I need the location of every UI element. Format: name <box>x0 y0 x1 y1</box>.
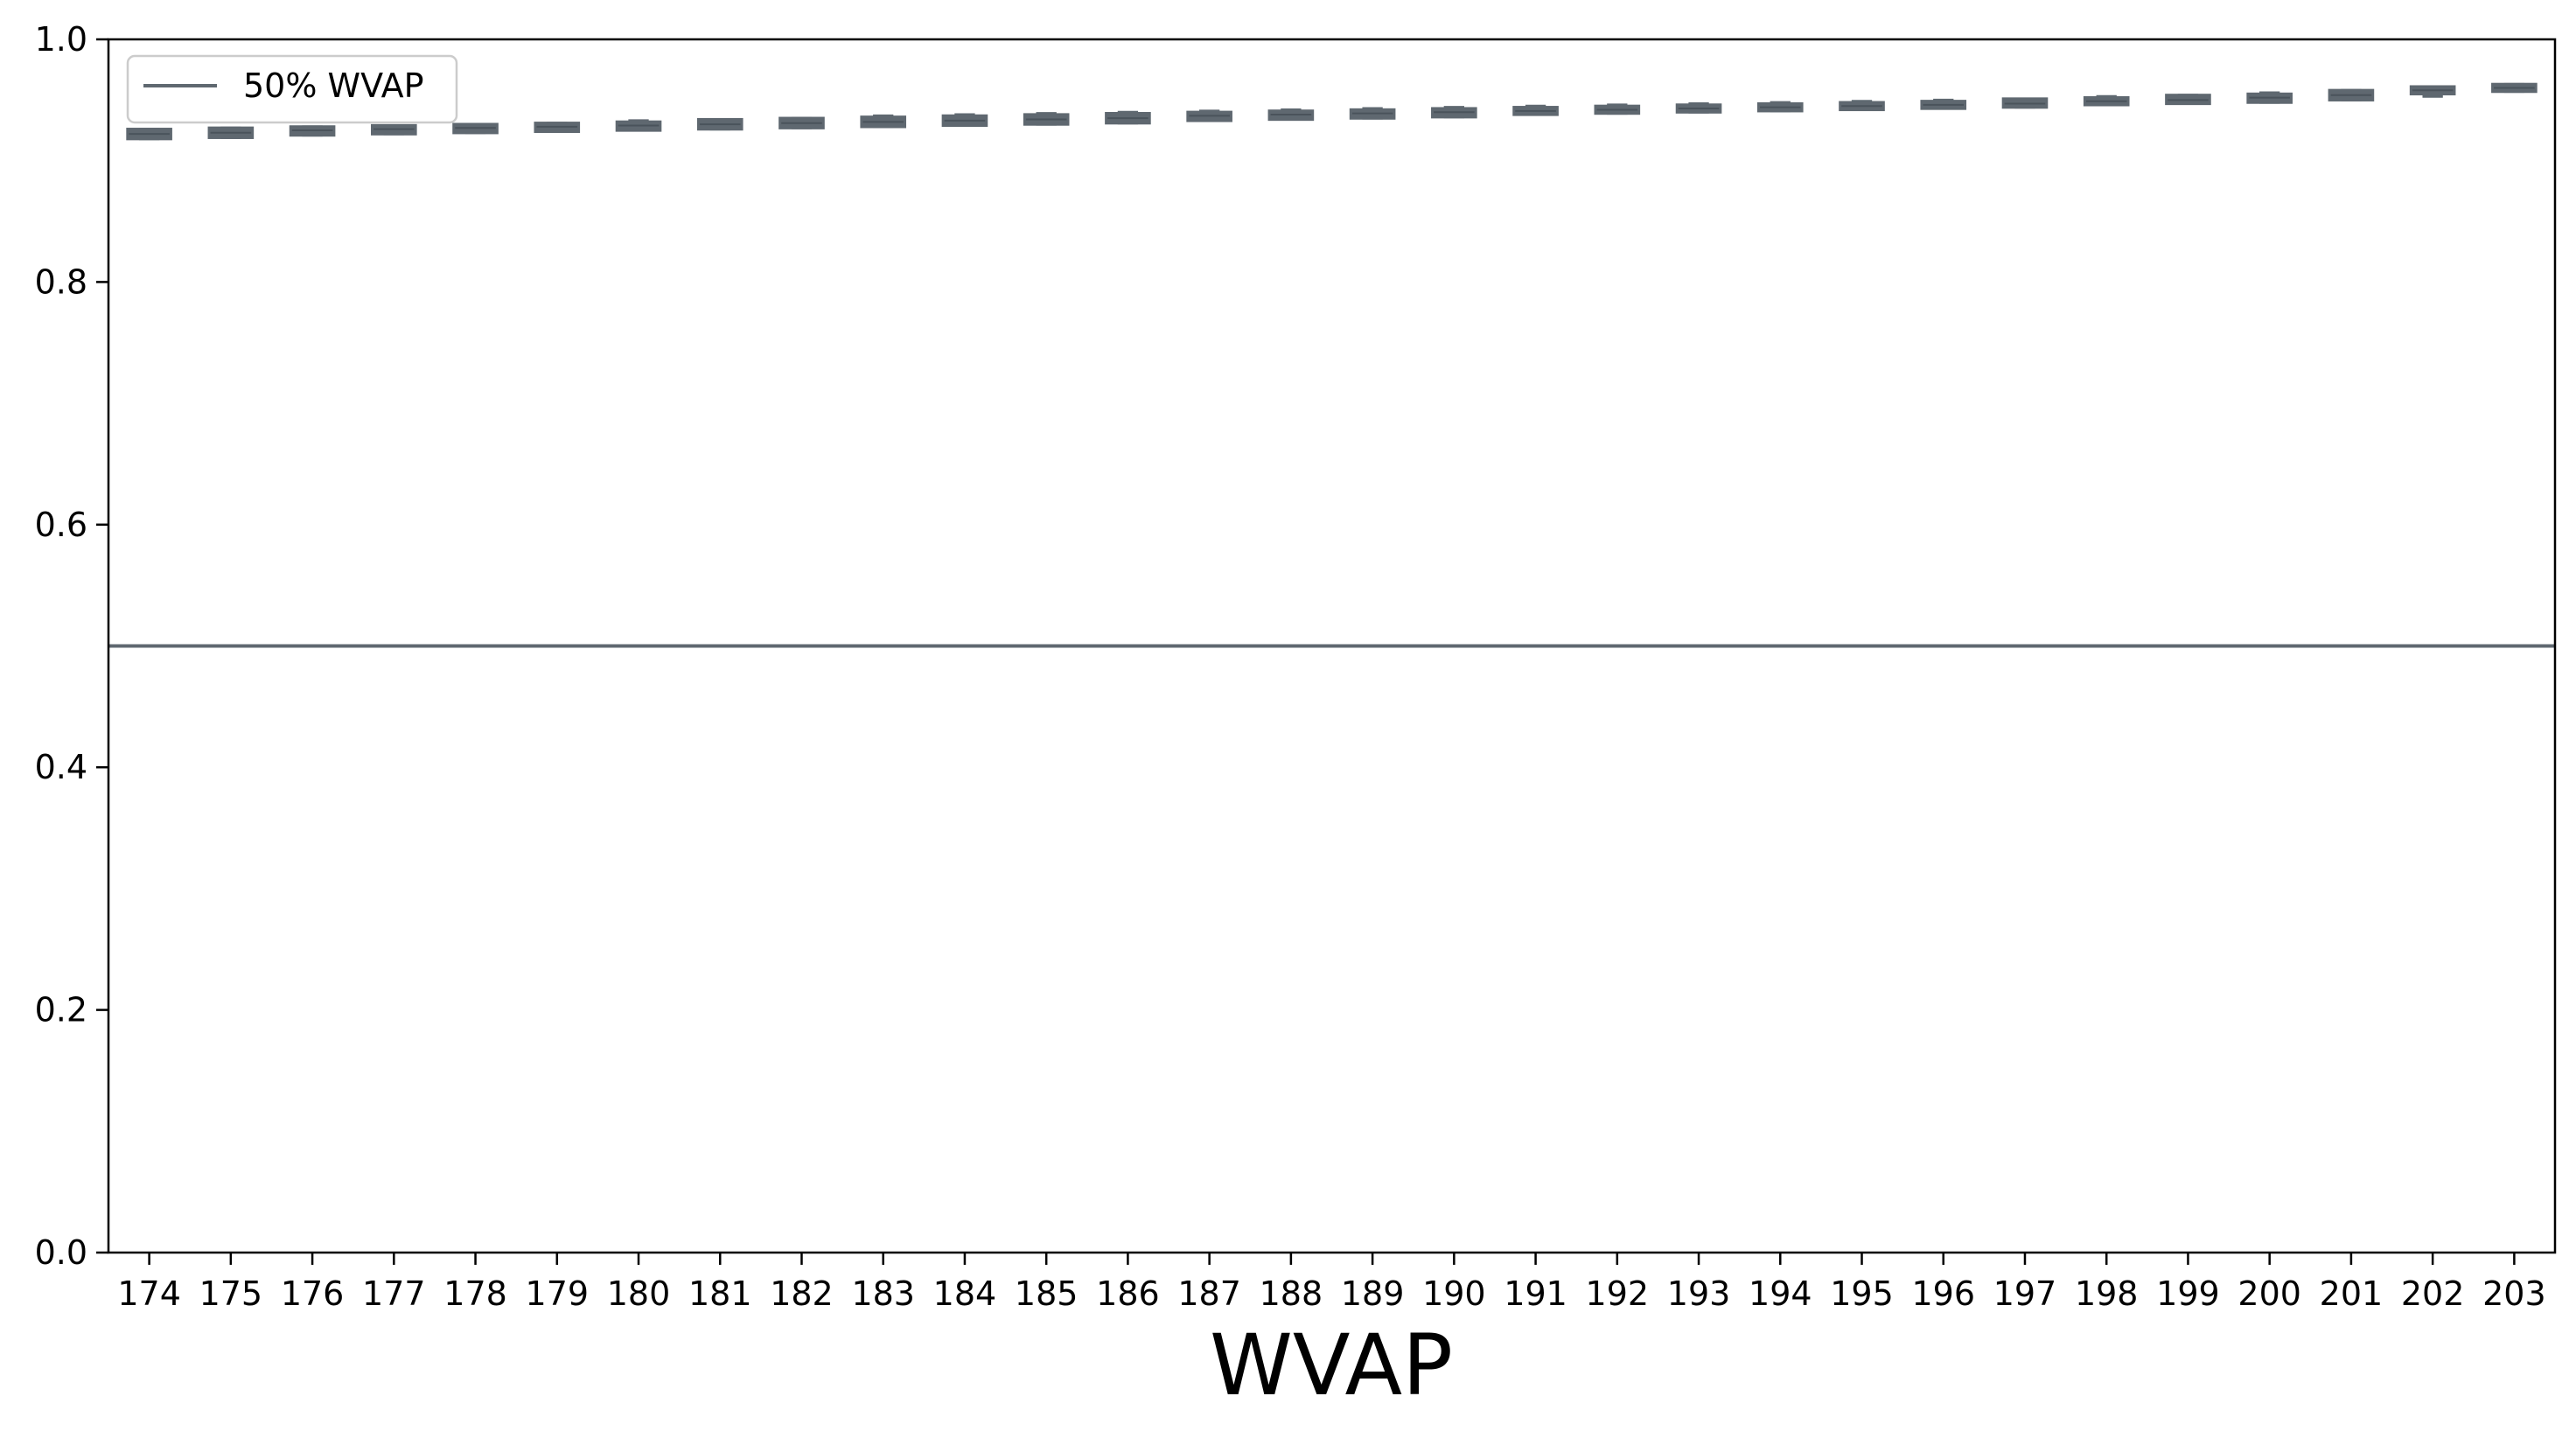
x-tick-label: 186 <box>1096 1274 1160 1313</box>
box-plot <box>1920 98 1967 110</box>
x-tick-label: 203 <box>2482 1274 2546 1313</box>
x-tick-label: 174 <box>117 1274 181 1313</box>
x-tick-label: 191 <box>1504 1274 1567 1313</box>
y-axis: 0.0 0.2 0.4 0.6 0.8 1.0 <box>35 20 108 1272</box>
y-tick-label: 0.4 <box>35 748 87 786</box>
box-plot <box>289 125 336 137</box>
legend-label-50pct-wvap: 50% WVAP <box>243 66 424 105</box>
x-axis-label: WVAP <box>1210 1316 1453 1414</box>
box-plot <box>2083 94 2130 107</box>
box-plot <box>2491 82 2538 94</box>
box-plot <box>1023 112 1070 126</box>
box-plot <box>696 117 743 131</box>
x-tick-label: 183 <box>851 1274 915 1313</box>
box-plot <box>1186 109 1232 122</box>
box-plot <box>126 128 172 141</box>
box-plot <box>1431 106 1477 119</box>
box-series <box>126 82 2538 141</box>
x-tick-label: 188 <box>1260 1274 1323 1313</box>
x-tick-label: 197 <box>1993 1274 2057 1313</box>
box-plot <box>615 119 662 132</box>
box-plot <box>534 122 581 134</box>
box-plot <box>2328 88 2375 101</box>
x-tick-label: 198 <box>2075 1274 2139 1313</box>
x-tick-label: 202 <box>2401 1274 2465 1313</box>
legend-box <box>126 54 458 124</box>
y-tick-label: 0.6 <box>35 506 87 544</box>
x-tick-label: 187 <box>1177 1274 1241 1313</box>
x-tick-label: 195 <box>1830 1274 1894 1313</box>
x-tick-label: 193 <box>1667 1274 1731 1313</box>
x-tick-label: 176 <box>281 1274 345 1313</box>
box-plot <box>941 113 988 128</box>
x-tick-label: 178 <box>443 1274 507 1313</box>
x-tick-label: 184 <box>933 1274 997 1313</box>
box-plot <box>2246 91 2293 104</box>
box-plot <box>1839 100 1885 112</box>
box-plot <box>1594 103 1641 115</box>
box-plot <box>2409 85 2456 98</box>
box-plot <box>1349 107 1396 120</box>
x-tick-label: 180 <box>607 1274 671 1313</box>
box-plot <box>452 122 499 135</box>
x-tick-label: 177 <box>362 1274 426 1313</box>
box-plot <box>207 126 255 139</box>
box-plot <box>1105 110 1151 125</box>
x-tick-label: 199 <box>2156 1274 2220 1313</box>
y-tick-label: 0.8 <box>35 262 87 301</box>
x-tick-label: 185 <box>1015 1274 1079 1313</box>
box-plot <box>1675 102 1722 114</box>
x-tick-label: 201 <box>2320 1274 2384 1313</box>
x-tick-label: 182 <box>770 1274 834 1313</box>
y-tick-label: 1.0 <box>35 20 87 59</box>
x-tick-label: 196 <box>1911 1274 1975 1313</box>
box-plot <box>778 116 825 129</box>
plot-frame <box>107 38 2557 1254</box>
x-tick-label: 192 <box>1586 1274 1650 1313</box>
x-tick-label: 189 <box>1341 1274 1405 1313</box>
box-plot <box>371 123 417 136</box>
box-plot <box>860 114 907 129</box>
y-tick-label: 0.0 <box>35 1233 87 1272</box>
x-tick-label: 179 <box>526 1274 590 1313</box>
legend: 50% WVAP <box>126 54 458 124</box>
box-plot <box>2165 94 2211 106</box>
y-tick-label: 0.2 <box>35 991 87 1030</box>
box-plot <box>2001 97 2049 109</box>
x-tick-label: 175 <box>199 1274 263 1313</box>
x-tick-label: 181 <box>688 1274 752 1313</box>
box-plot <box>1512 104 1559 116</box>
x-tick-label: 200 <box>2237 1274 2301 1313</box>
box-plot <box>1267 108 1315 122</box>
x-tick-label: 190 <box>1422 1274 1486 1313</box>
x-axis: 174 175 176 177 178 179 180 181 182 183 184 185 186 1… <box>117 1253 2546 1313</box>
x-tick-label: 194 <box>1749 1274 1812 1313</box>
box-plot <box>1756 101 1804 113</box>
